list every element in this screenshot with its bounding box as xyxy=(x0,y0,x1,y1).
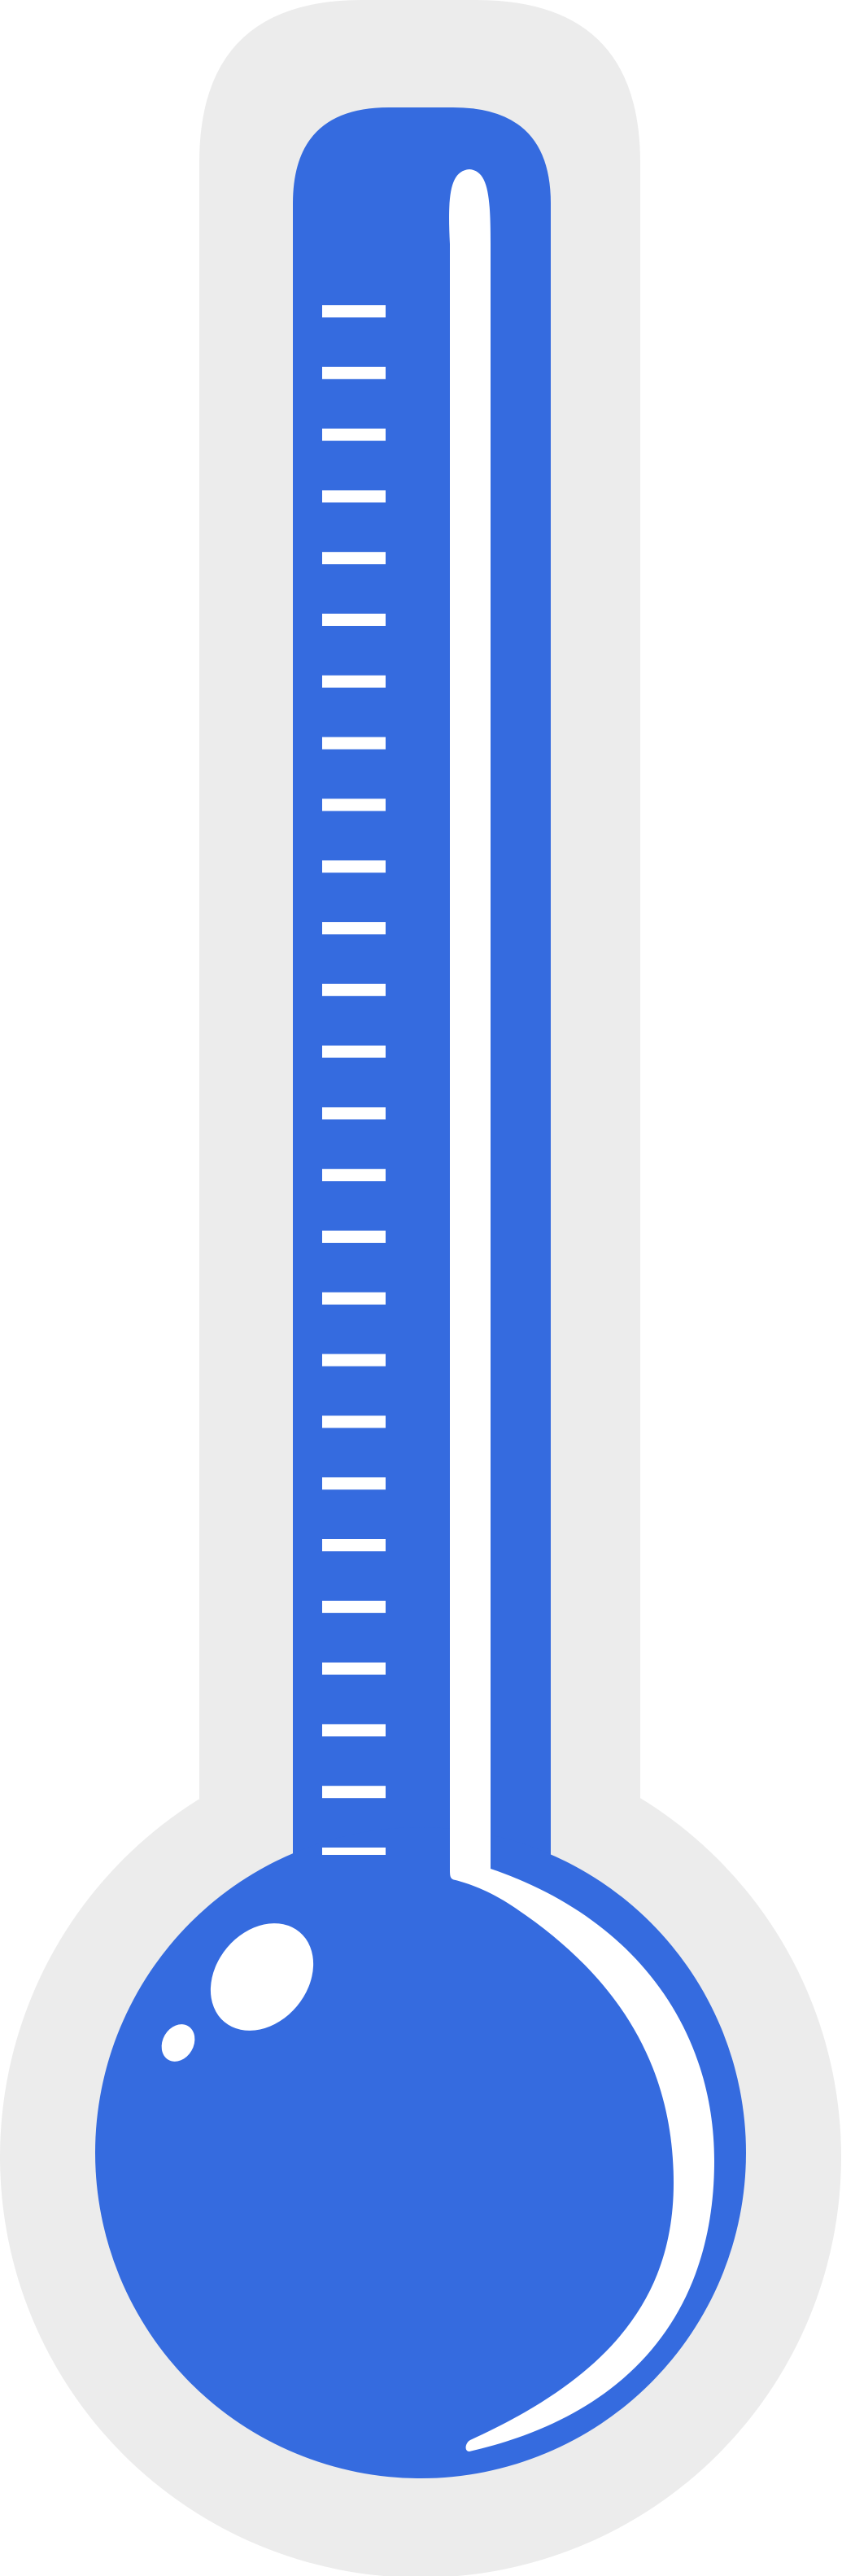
thermometer-bulb xyxy=(95,1827,746,2478)
thermometer-body xyxy=(95,107,746,2478)
scale-tick xyxy=(322,1662,386,1675)
scale-tick xyxy=(322,1786,386,1799)
scale-tick xyxy=(322,1415,386,1428)
scale-tick xyxy=(322,860,386,873)
scale-tick xyxy=(322,428,386,441)
scale-tick xyxy=(322,1169,386,1182)
scale-tick xyxy=(322,552,386,565)
scale-tick xyxy=(322,983,386,996)
scale-tick xyxy=(322,737,386,750)
scale-tick xyxy=(322,1724,386,1737)
tube-reflection xyxy=(449,169,714,2451)
scale-tick xyxy=(322,366,386,379)
scale-tick xyxy=(322,1354,386,1367)
scale-tick xyxy=(322,798,386,811)
bulb-highlight-large xyxy=(210,1923,314,2031)
scale-tick xyxy=(322,1045,386,1058)
scale-tick xyxy=(322,1600,386,1613)
scale-tick xyxy=(322,1107,386,1120)
scale-tick xyxy=(322,305,386,317)
scale-ticks xyxy=(322,305,386,1855)
scale-tick xyxy=(322,1292,386,1305)
scale-tick xyxy=(322,1477,386,1490)
scale-tick xyxy=(322,614,386,626)
bulb-highlight-small xyxy=(161,2024,195,2062)
scale-tick xyxy=(322,675,386,688)
scale-tick xyxy=(322,490,386,503)
scale-tick xyxy=(322,922,386,934)
scale-tick xyxy=(322,1848,386,1855)
scale-tick xyxy=(322,1231,386,1243)
scale-tick xyxy=(322,1539,386,1551)
